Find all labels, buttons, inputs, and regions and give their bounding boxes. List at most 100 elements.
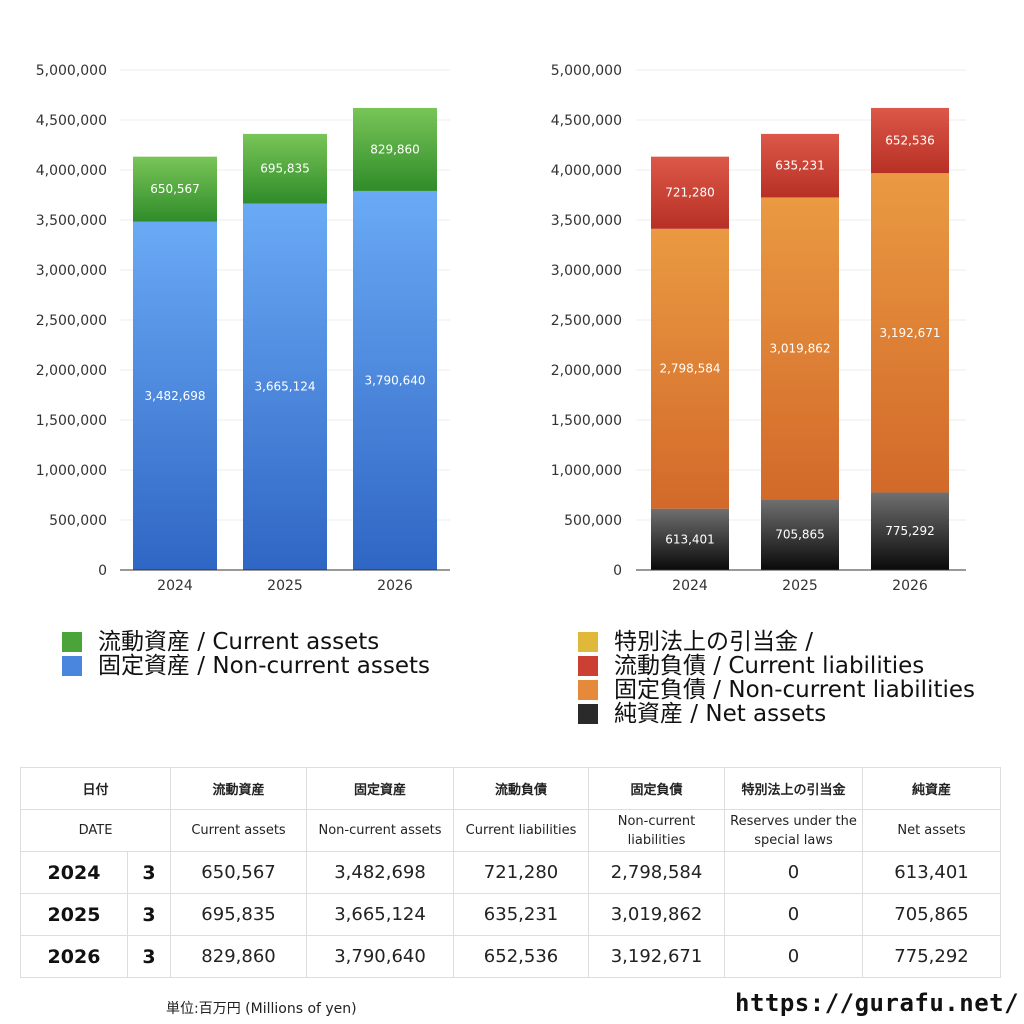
bar-value-label: 705,865 bbox=[775, 528, 825, 542]
cell-current-assets: 650,567 bbox=[170, 851, 308, 894]
bar-value-label: 775,292 bbox=[885, 524, 935, 538]
cell-special-reserves: 0 bbox=[724, 935, 864, 978]
table-row: 2024 3 650,567 3,482,698 721,280 2,798,5… bbox=[20, 851, 1002, 894]
y-tick-label: 1,500,000 bbox=[36, 413, 107, 429]
cell-non-current-assets: 3,790,640 bbox=[306, 935, 455, 978]
bar-segment bbox=[243, 203, 327, 570]
x-tick-label: 2026 bbox=[892, 578, 928, 594]
y-tick-label: 5,000,000 bbox=[551, 63, 622, 79]
x-tick-label: 2024 bbox=[672, 578, 708, 594]
cell-current-liabilities: 635,231 bbox=[453, 893, 590, 936]
bar-value-label: 652,536 bbox=[885, 134, 935, 148]
row-year: 2026 bbox=[20, 935, 128, 978]
legend-item-non-current-assets: 固定資産 / Non-current assets bbox=[62, 654, 430, 678]
bar-value-label: 3,790,640 bbox=[364, 373, 425, 387]
row-month: 3 bbox=[126, 935, 172, 978]
x-tick-label: 2025 bbox=[782, 578, 818, 594]
legend-label: 流動負債 / Current liabilities bbox=[614, 653, 925, 679]
legend-swatch bbox=[578, 704, 598, 724]
bar-segment bbox=[651, 156, 729, 229]
site-url[interactable]: https://gurafu.net/ bbox=[735, 989, 1020, 1017]
y-tick-label: 1,000,000 bbox=[551, 463, 622, 479]
bar-segment bbox=[651, 508, 729, 570]
y-tick-label: 1,500,000 bbox=[551, 413, 622, 429]
y-tick-label: 4,000,000 bbox=[36, 163, 107, 179]
legend-swatch bbox=[578, 632, 598, 652]
x-tick-label: 2024 bbox=[157, 578, 193, 594]
header-current-assets-en: Current assets bbox=[170, 809, 308, 852]
legend-label: 純資産 / Net assets bbox=[614, 701, 827, 727]
legend-swatch bbox=[578, 656, 598, 676]
y-tick-label: 2,500,000 bbox=[36, 313, 107, 329]
cell-special-reserves: 0 bbox=[724, 851, 864, 894]
header-date-en: DATE bbox=[19, 809, 172, 852]
bar-value-label: 3,192,671 bbox=[879, 326, 940, 340]
y-tick-label: 0 bbox=[613, 563, 622, 579]
cell-non-current-liabilities: 3,019,862 bbox=[588, 893, 726, 936]
legend-label: 固定負債 / Non-current liabilities bbox=[614, 677, 975, 703]
legend-item-non-current-liabilities: 固定負債 / Non-current liabilities bbox=[578, 678, 975, 702]
bar-segment bbox=[651, 228, 729, 509]
y-tick-label: 500,000 bbox=[49, 513, 107, 529]
balance-sheet-table: 日付 流動資産 固定資産 流動負債 固定負債 特別法上の引当金 純資産 DATE… bbox=[19, 767, 1002, 978]
y-tick-label: 4,500,000 bbox=[36, 113, 107, 129]
unit-note: 単位:百万円 (Millions of yen) bbox=[166, 1001, 357, 1017]
legend-label: 特別法上の引当金 / bbox=[614, 629, 814, 655]
header-non-current-liabilities-en: Non-current liabilities bbox=[588, 809, 726, 852]
bar-segment bbox=[353, 107, 437, 191]
cell-non-current-assets: 3,482,698 bbox=[306, 851, 455, 894]
bar-segment bbox=[133, 221, 217, 570]
bar-value-label: 635,231 bbox=[775, 159, 825, 173]
liabilities-legend: 特別法上の引当金 / 流動負債 / Current liabilities 固定… bbox=[578, 630, 975, 726]
bar-value-label: 650,567 bbox=[150, 182, 200, 196]
header-non-current-assets-jp: 固定資産 bbox=[306, 767, 455, 810]
legend-item-current-assets: 流動資産 / Current assets bbox=[62, 630, 430, 654]
y-tick-label: 3,000,000 bbox=[551, 263, 622, 279]
table-header-row-jp: 日付 流動資産 固定資産 流動負債 固定負債 特別法上の引当金 純資産 bbox=[19, 767, 1002, 810]
bar-segment bbox=[133, 156, 217, 222]
legend-label: 流動資産 / Current assets bbox=[98, 629, 380, 655]
legend-item-special-reserves: 特別法上の引当金 / bbox=[578, 630, 975, 654]
bar-segment bbox=[871, 107, 949, 174]
bar-value-label: 721,280 bbox=[665, 186, 715, 200]
header-date-jp: 日付 bbox=[19, 767, 172, 810]
assets-legend: 流動資産 / Current assets 固定資産 / Non-current… bbox=[62, 630, 430, 678]
row-month: 3 bbox=[126, 851, 172, 894]
cell-current-liabilities: 721,280 bbox=[453, 851, 590, 894]
y-tick-label: 2,500,000 bbox=[551, 313, 622, 329]
cell-current-assets: 695,835 bbox=[170, 893, 308, 936]
cell-non-current-liabilities: 3,192,671 bbox=[588, 935, 726, 978]
table-header-row-en: DATE Current assets Non-current assets C… bbox=[19, 809, 1002, 852]
table-row: 2026 3 829,860 3,790,640 652,536 3,192,6… bbox=[20, 935, 1002, 978]
cell-non-current-liabilities: 2,798,584 bbox=[588, 851, 726, 894]
header-non-current-assets-en: Non-current assets bbox=[306, 809, 455, 852]
y-tick-label: 3,500,000 bbox=[36, 213, 107, 229]
y-tick-label: 0 bbox=[98, 563, 107, 579]
y-tick-label: 5,000,000 bbox=[36, 63, 107, 79]
x-tick-label: 2026 bbox=[377, 578, 413, 594]
legend-swatch bbox=[578, 680, 598, 700]
liabilities-chart: 0 500,000 1,000,000 1,500,000 2,000,000 2,500… bbox=[551, 63, 966, 594]
bar-segment bbox=[761, 499, 839, 570]
bar-value-label: 2,798,584 bbox=[659, 362, 720, 376]
header-special-reserves-en: Reserves under the special laws bbox=[724, 809, 864, 852]
header-current-liabilities-jp: 流動負債 bbox=[453, 767, 590, 810]
cell-special-reserves: 0 bbox=[724, 893, 864, 936]
bar-value-label: 3,665,124 bbox=[254, 380, 315, 394]
y-tick-label: 3,500,000 bbox=[551, 213, 622, 229]
legend-item-net-assets: 純資産 / Net assets bbox=[578, 702, 975, 726]
y-tick-label: 1,000,000 bbox=[36, 463, 107, 479]
bar-segment bbox=[353, 190, 437, 570]
legend-swatch bbox=[62, 632, 82, 652]
y-tick-label: 4,000,000 bbox=[551, 163, 622, 179]
x-tick-label: 2025 bbox=[267, 578, 303, 594]
y-tick-label: 2,000,000 bbox=[36, 363, 107, 379]
header-special-reserves-jp: 特別法上の引当金 bbox=[724, 767, 864, 810]
assets-chart: 0 500,000 1,000,000 1,500,000 2,000,000 2,500… bbox=[36, 63, 450, 594]
y-tick-label: 2,000,000 bbox=[551, 363, 622, 379]
cell-current-liabilities: 652,536 bbox=[453, 935, 590, 978]
header-current-assets-jp: 流動資産 bbox=[170, 767, 308, 810]
cell-non-current-assets: 3,665,124 bbox=[306, 893, 455, 936]
header-current-liabilities-en: Current liabilities bbox=[453, 809, 590, 852]
header-net-assets-jp: 純資産 bbox=[862, 767, 1002, 810]
